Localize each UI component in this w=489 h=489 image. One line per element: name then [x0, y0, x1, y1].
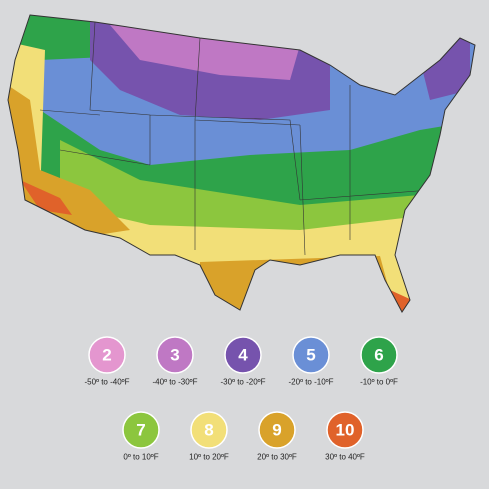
- zone-number: 8: [204, 421, 213, 440]
- zone-swatch: [122, 411, 160, 449]
- zone-number: 2: [102, 346, 111, 365]
- zone-swatch: [292, 336, 330, 374]
- zone-number: 10: [336, 421, 355, 440]
- zone-swatch: [360, 336, 398, 374]
- zone-number: 3: [170, 346, 179, 365]
- zone-swatch: [224, 336, 262, 374]
- zone-number: 4: [238, 346, 248, 365]
- zone-swatch: [88, 336, 126, 374]
- zone-range: 30º to 40ºF: [325, 453, 365, 462]
- zone-swatch: [258, 411, 296, 449]
- zone-swatch: [326, 411, 364, 449]
- zone-range: -20º to -10ºF: [289, 378, 334, 387]
- zone-number: 9: [272, 421, 281, 440]
- zone-swatch: [156, 336, 194, 374]
- zone-range: 20º to 30ºF: [257, 453, 297, 462]
- zone-range: -50º to -40ºF: [85, 378, 130, 387]
- zone-number: 7: [136, 421, 145, 440]
- zone-range: -40º to -30ºF: [153, 378, 198, 387]
- zone-range: 10º to 20ºF: [189, 453, 229, 462]
- zone-range: -10º to 0ºF: [360, 378, 398, 387]
- zone-number: 6: [374, 346, 383, 365]
- zone-swatch: [190, 411, 228, 449]
- zone-number: 5: [306, 346, 315, 365]
- zone-range: 0º to 10ºF: [123, 453, 158, 462]
- zone-range: -30º to -20ºF: [221, 378, 266, 387]
